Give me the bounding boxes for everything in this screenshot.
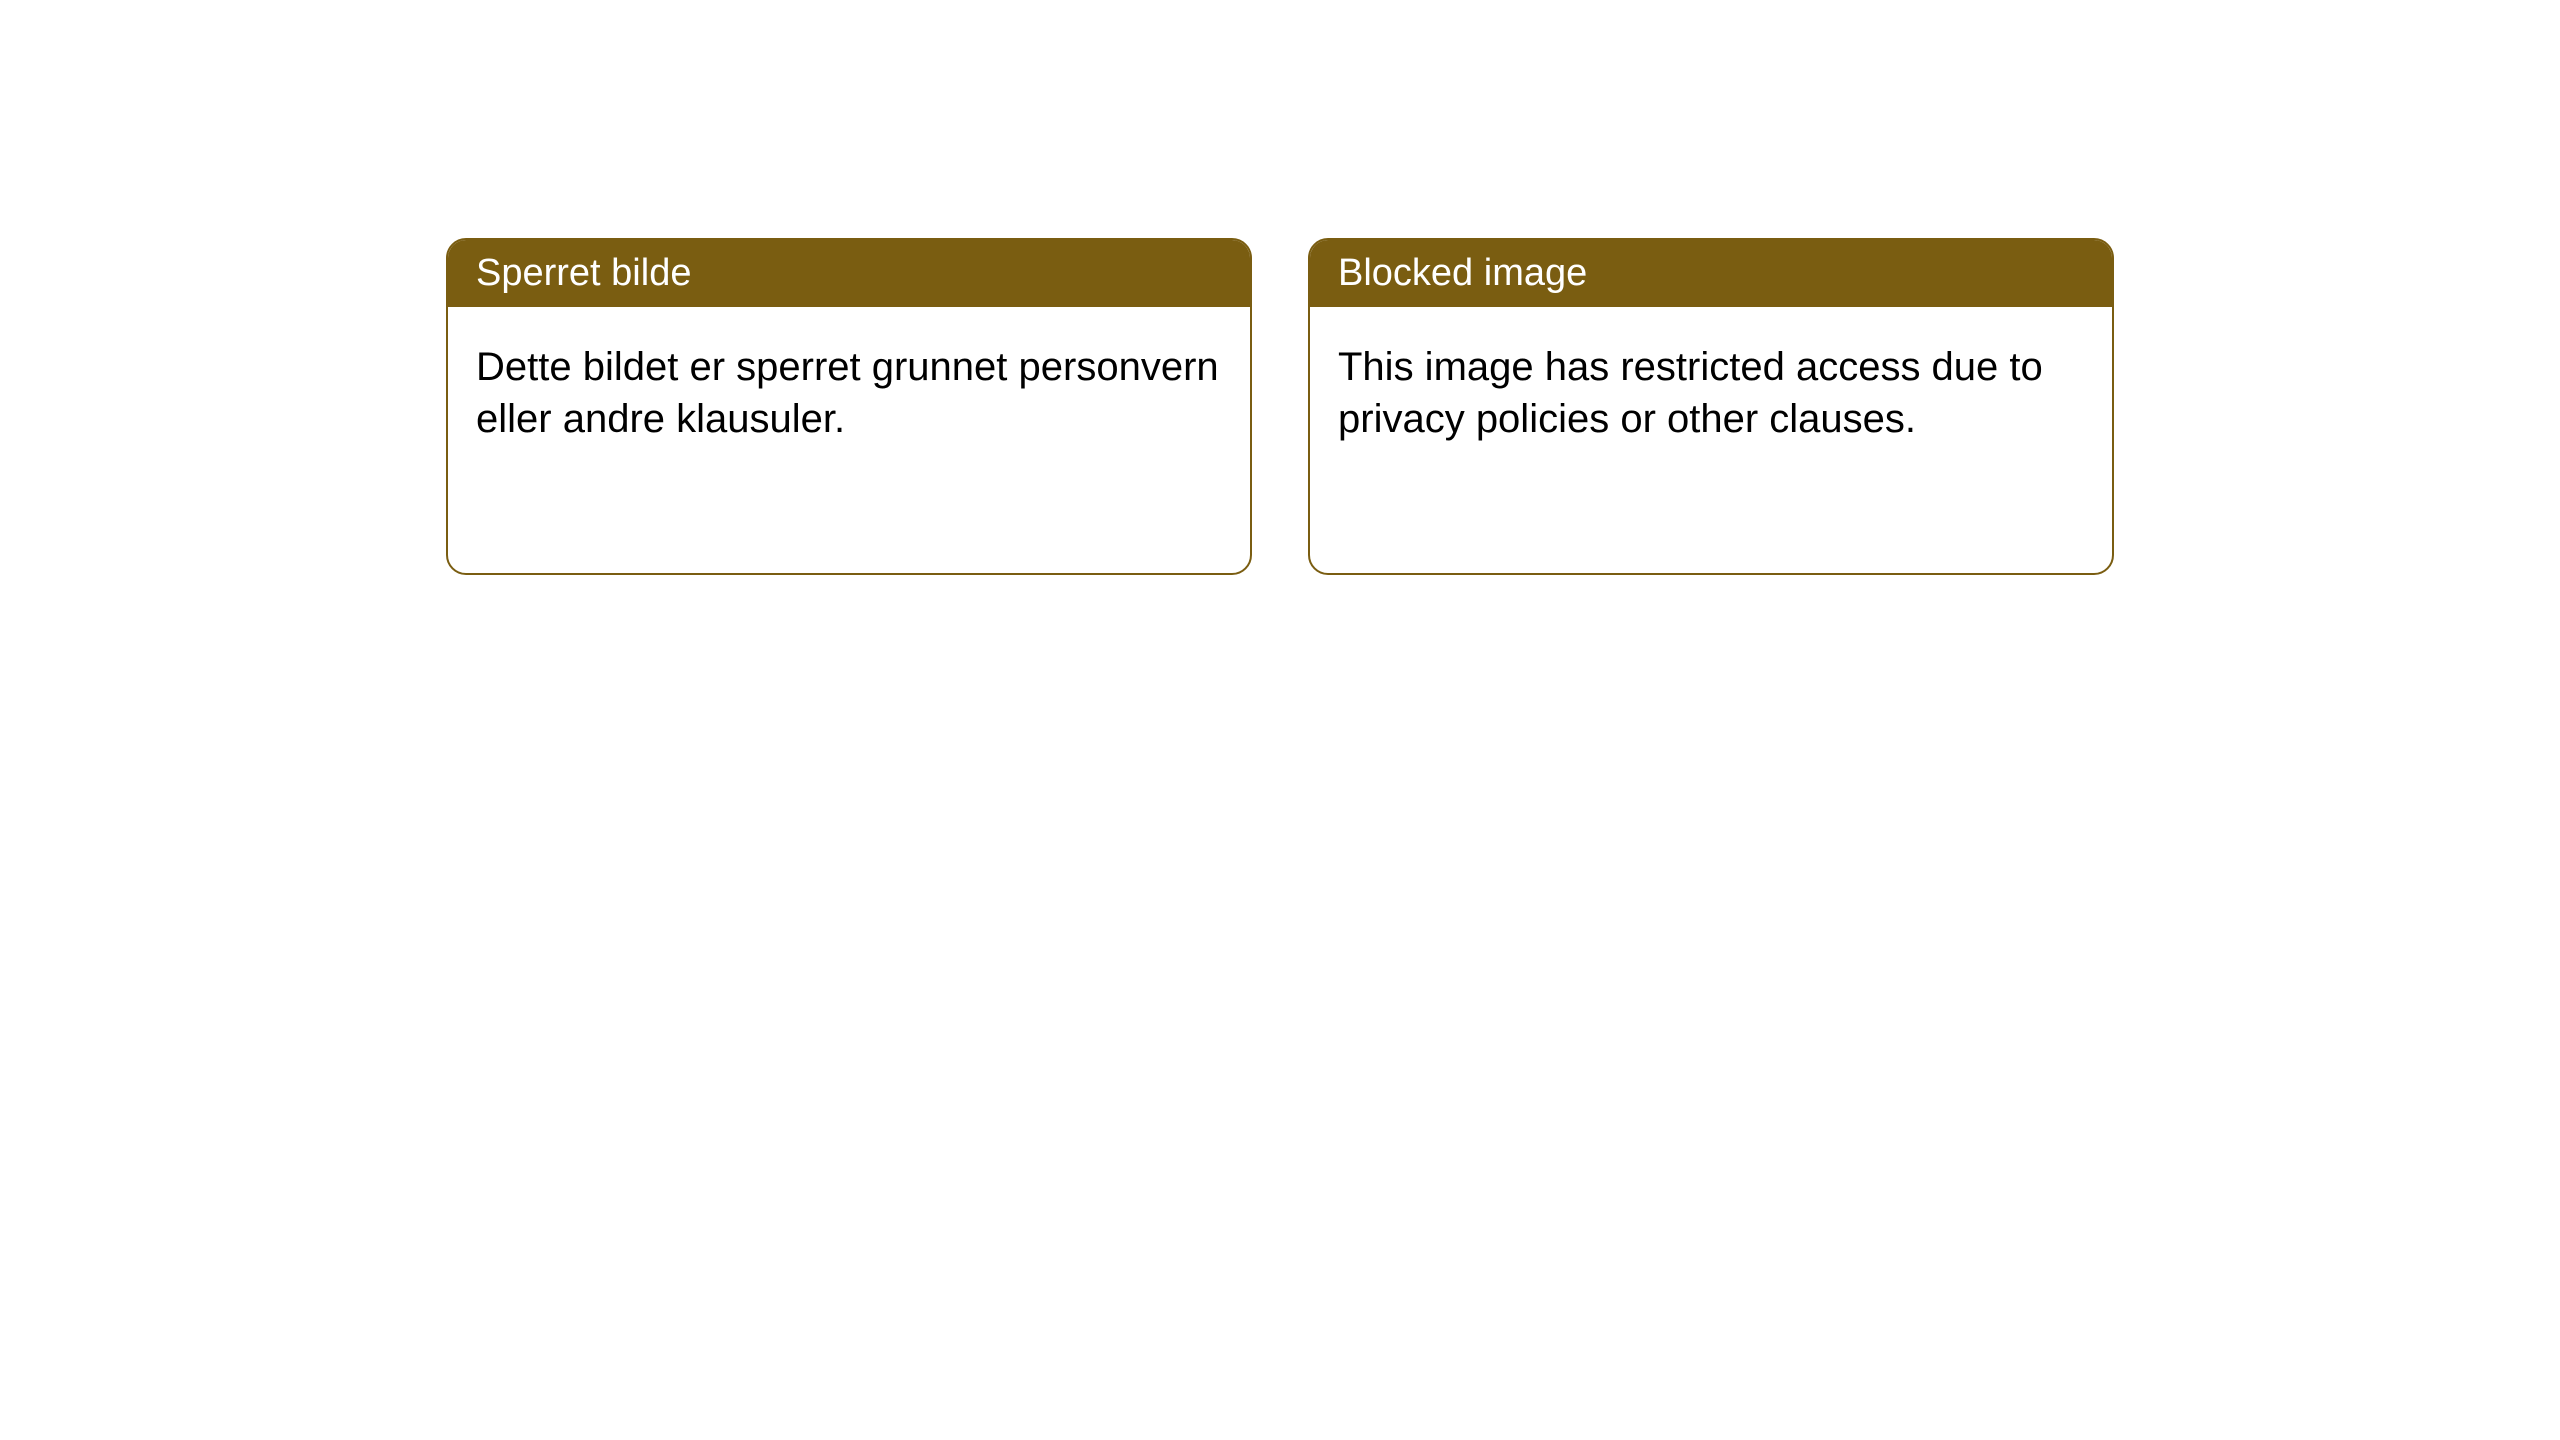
card-title: Sperret bilde [476, 252, 691, 294]
card-header-english: Blocked image [1310, 240, 2112, 307]
card-header-norwegian: Sperret bilde [448, 240, 1250, 307]
notice-card-english: Blocked image This image has restricted … [1308, 238, 2114, 575]
card-body-norwegian: Dette bildet er sperret grunnet personve… [448, 307, 1250, 479]
notice-cards-container: Sperret bilde Dette bildet er sperret gr… [446, 238, 2114, 575]
card-body-text: This image has restricted access due to … [1338, 345, 2043, 441]
notice-card-norwegian: Sperret bilde Dette bildet er sperret gr… [446, 238, 1252, 575]
card-body-text: Dette bildet er sperret grunnet personve… [476, 345, 1219, 441]
card-body-english: This image has restricted access due to … [1310, 307, 2112, 479]
card-title: Blocked image [1338, 252, 1587, 294]
